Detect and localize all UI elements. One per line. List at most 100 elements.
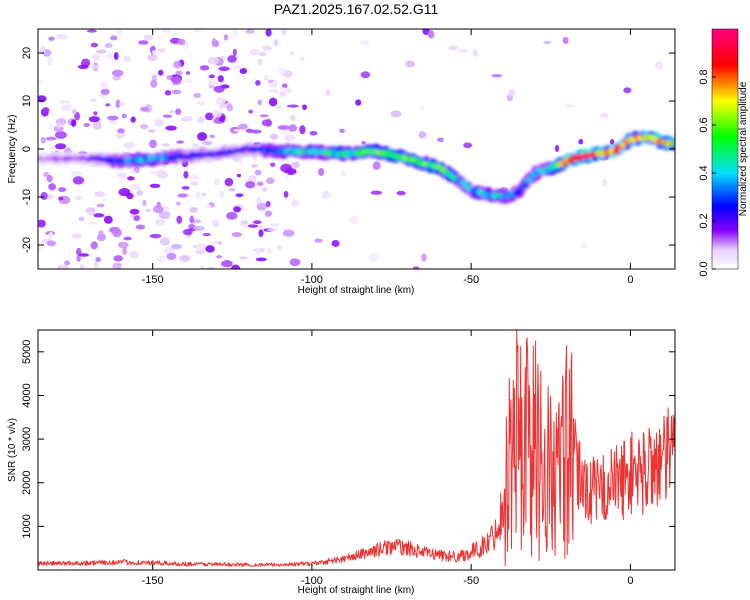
noise-blob	[160, 148, 168, 153]
noise-blob	[183, 78, 193, 84]
noise-blob	[264, 210, 272, 217]
noise-blob	[213, 85, 225, 93]
noise-blob	[169, 109, 175, 114]
noise-blob	[56, 33, 65, 40]
noise-blob	[164, 90, 172, 96]
noise-blob	[48, 123, 54, 130]
ridge-core	[671, 141, 675, 147]
colorbar-tick-label: 0.8	[698, 69, 710, 84]
noise-blob	[215, 97, 227, 105]
noise-blob	[70, 170, 83, 177]
noise-blob	[91, 64, 100, 70]
noise-blob	[232, 48, 237, 57]
spectrogram-xlabel: Height of straight line (km)	[298, 285, 415, 296]
noise-blob	[96, 49, 107, 54]
noise-blob	[106, 51, 113, 60]
noise-blob	[123, 236, 132, 241]
noise-blob	[156, 169, 164, 179]
noise-blob	[121, 113, 127, 119]
noise-blob	[331, 239, 340, 247]
noise-blob	[182, 228, 193, 236]
noise-blob	[269, 223, 280, 227]
noise-blob	[93, 111, 98, 116]
noise-blob	[189, 215, 195, 224]
noise-blob	[129, 208, 140, 215]
noise-blob	[105, 103, 111, 107]
noise-blob	[71, 233, 82, 239]
colorbar-ticks: 0.0 0.2 0.4 0.6 0.8	[698, 69, 716, 277]
noise-blob	[281, 29, 287, 36]
noise-blob	[266, 228, 279, 232]
noise-blob	[103, 215, 113, 224]
noise-blob	[104, 42, 113, 49]
colorbar-tick-label: 0.2	[698, 213, 710, 228]
noise-blob	[212, 110, 222, 118]
noise-blob	[122, 247, 128, 255]
noise-blob	[159, 237, 170, 246]
noise-blob	[72, 176, 85, 185]
noise-blob	[278, 67, 288, 75]
noise-blob	[163, 246, 176, 254]
noise-blob	[252, 220, 262, 225]
noise-blob	[93, 261, 99, 269]
colorbar-tick-label: 0.0	[698, 261, 710, 276]
noise-blob	[232, 128, 242, 132]
noise-blob	[43, 171, 50, 178]
noise-blob	[263, 75, 269, 81]
noise-blob	[74, 195, 82, 201]
noise-blob	[289, 51, 295, 56]
noise-blob	[248, 224, 259, 228]
colorbar-tick-label: 0.4	[698, 165, 710, 180]
noise-blob	[96, 233, 106, 242]
noise-blob	[86, 29, 97, 33]
spectrogram-ytick-label: 10	[21, 95, 33, 107]
noise-blob	[491, 74, 503, 78]
noise-blob	[447, 45, 459, 51]
noise-blob	[226, 103, 233, 112]
noise-blob	[170, 243, 182, 250]
noise-blob	[93, 191, 106, 198]
spectrogram-ytick-label: -20	[21, 237, 33, 253]
noise-blob	[149, 233, 162, 239]
noise-blob	[177, 193, 188, 198]
noise-blob	[254, 246, 261, 256]
spectrogram-ytick-label: -10	[21, 189, 33, 205]
noise-blob	[257, 99, 262, 106]
noise-blob	[95, 256, 101, 263]
noise-blob	[231, 264, 240, 269]
snr-xtick-label: -100	[301, 575, 323, 587]
noise-blob	[267, 79, 274, 83]
noise-blob	[359, 40, 370, 46]
noise-blob	[370, 190, 383, 195]
noise-blob	[127, 176, 135, 181]
noise-blob	[420, 105, 425, 111]
noise-blob	[279, 91, 286, 97]
noise-blob	[279, 86, 292, 92]
noise-blob	[207, 56, 220, 65]
noise-blob	[286, 104, 299, 108]
noise-blob	[248, 109, 254, 114]
snr-xtick-label: -50	[463, 575, 479, 587]
noise-blob	[112, 69, 124, 77]
noise-blob	[224, 177, 234, 187]
noise-blob	[64, 260, 71, 266]
noise-blob	[162, 114, 173, 118]
noise-blob	[202, 233, 212, 237]
noise-blob	[396, 190, 406, 196]
noise-blob	[136, 190, 144, 196]
noise-blob	[117, 172, 127, 179]
noise-blob	[270, 162, 276, 167]
noise-blob	[226, 211, 238, 220]
noise-blob	[145, 208, 151, 213]
noise-blob	[58, 99, 71, 104]
noise-blob	[142, 199, 147, 207]
noise-blob	[196, 132, 208, 141]
snr-ylabel: SNR (10 * v/v)	[7, 418, 18, 482]
noise-blob	[122, 55, 131, 62]
noise-blob	[188, 175, 199, 180]
noise-blob	[175, 108, 182, 115]
noise-blob	[173, 60, 182, 69]
noise-blob	[171, 89, 182, 95]
snr-panel: -150 -100 -50 0 1000 2000 3000 4000 5000 Height…	[7, 329, 676, 596]
